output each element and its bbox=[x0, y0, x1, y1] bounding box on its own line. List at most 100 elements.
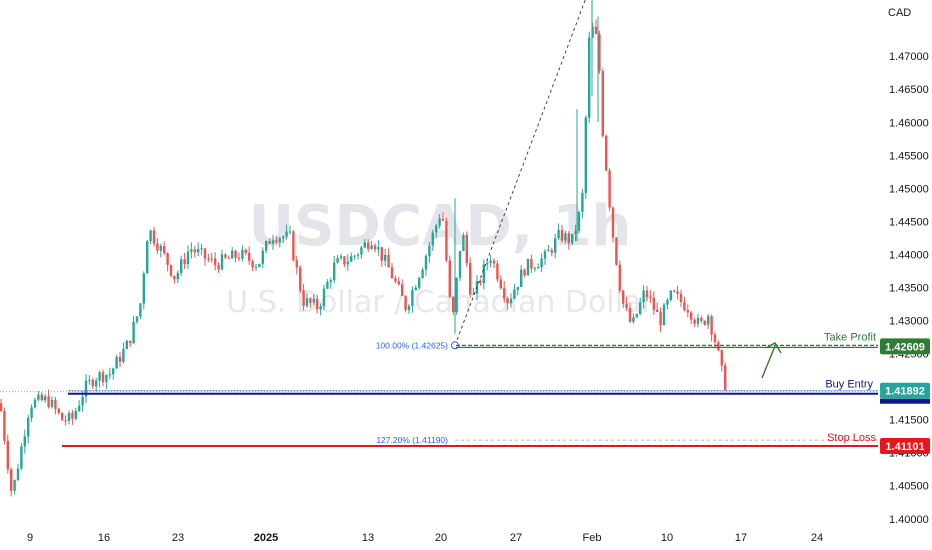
fib-trend-line[interactable] bbox=[454, 0, 586, 346]
candle-body bbox=[547, 250, 550, 252]
time-tick-label: 9 bbox=[27, 532, 33, 544]
candle-body bbox=[173, 275, 176, 280]
candle-body bbox=[479, 281, 482, 284]
candle-body bbox=[50, 399, 54, 407]
stop-loss-tag-value: 1.41101 bbox=[885, 441, 924, 453]
candle-body bbox=[615, 237, 618, 265]
candle-body bbox=[492, 260, 496, 264]
candle-body bbox=[462, 234, 465, 251]
candle-body bbox=[350, 256, 353, 262]
candle-body bbox=[380, 247, 383, 261]
fib-100-label: 100.00% (1.42625) bbox=[376, 340, 448, 350]
candle-body bbox=[594, 26, 598, 34]
candle-body bbox=[632, 317, 635, 322]
candle-body bbox=[33, 399, 37, 408]
candle-body bbox=[47, 396, 50, 407]
candle-body bbox=[387, 254, 390, 268]
price-tick-label: 1.40500 bbox=[889, 481, 929, 493]
candle-body bbox=[513, 289, 516, 299]
time-tick-label: 16 bbox=[98, 532, 110, 544]
candle-body bbox=[724, 365, 727, 391]
fib-127-label: 127.20% (1.41190) bbox=[376, 435, 448, 445]
candle-body bbox=[326, 281, 329, 289]
candle-body bbox=[166, 252, 169, 265]
time-tick-label: 10 bbox=[661, 532, 673, 544]
up-arrow-head-icon bbox=[765, 342, 782, 354]
candle-body bbox=[258, 263, 261, 267]
candle-body bbox=[30, 407, 33, 418]
candle-body bbox=[203, 248, 207, 259]
candle-body bbox=[67, 413, 71, 421]
candle-body bbox=[693, 319, 696, 324]
candle-body bbox=[367, 242, 370, 249]
candle-body bbox=[271, 240, 275, 244]
candle-body bbox=[489, 260, 492, 263]
candle-body bbox=[516, 286, 519, 290]
candle-body bbox=[95, 380, 98, 387]
candle-body bbox=[520, 269, 523, 287]
candle-body bbox=[57, 408, 60, 413]
candle-body bbox=[244, 249, 247, 253]
candle-body bbox=[526, 258, 530, 276]
candle-body bbox=[54, 399, 57, 409]
candle-body bbox=[363, 242, 366, 248]
take-profit-label: Take Profit bbox=[824, 331, 876, 343]
candle-body bbox=[496, 263, 499, 280]
candle-body bbox=[622, 290, 625, 304]
candle-body bbox=[207, 258, 210, 260]
candle-body bbox=[27, 417, 30, 437]
price-tick-label: 1.46500 bbox=[889, 84, 929, 96]
candle-body bbox=[322, 288, 326, 307]
candle-body bbox=[193, 249, 196, 253]
symbol-watermark: USDCAD, 1h U.S. Dollar / Canadian Dollar bbox=[226, 194, 654, 320]
price-tick-label: 1.46000 bbox=[889, 117, 929, 129]
candle-body bbox=[44, 396, 47, 401]
candle-body bbox=[458, 250, 462, 278]
candle-body bbox=[74, 410, 77, 419]
price-tags: 1.42609 1.41892 1.41101 bbox=[880, 338, 930, 455]
candle-body bbox=[472, 293, 475, 295]
candle-body bbox=[581, 192, 584, 212]
candle-body bbox=[180, 259, 183, 273]
candle-body bbox=[156, 243, 159, 251]
candle-body bbox=[577, 211, 581, 231]
price-tick-label: 1.45000 bbox=[889, 183, 929, 195]
candle-body bbox=[265, 241, 268, 251]
candle-body bbox=[710, 316, 713, 335]
candle-body bbox=[506, 298, 509, 304]
price-tick-label: 1.45500 bbox=[889, 150, 929, 162]
candle-body bbox=[465, 234, 468, 263]
candle-body bbox=[214, 258, 217, 266]
candle-body bbox=[441, 218, 445, 221]
candle-body bbox=[149, 230, 152, 242]
candle-body bbox=[132, 321, 135, 344]
candle-body bbox=[329, 280, 332, 282]
candle-body bbox=[220, 254, 224, 270]
candle-body bbox=[455, 277, 458, 312]
candle-body bbox=[169, 264, 173, 276]
candle-body bbox=[122, 348, 125, 362]
price-tick-label: 1.41500 bbox=[889, 415, 929, 427]
candle-body bbox=[142, 273, 145, 304]
candle-body bbox=[499, 279, 502, 289]
candle-body bbox=[584, 117, 587, 193]
candle-body bbox=[438, 218, 441, 226]
candle-body bbox=[84, 380, 88, 397]
watermark-name: U.S. Dollar / Canadian Dollar bbox=[226, 285, 654, 320]
time-tick-label: 24 bbox=[811, 532, 823, 544]
candle-body bbox=[139, 303, 142, 317]
candle-body bbox=[135, 316, 139, 322]
candle-body bbox=[146, 241, 149, 274]
candle-body bbox=[3, 410, 6, 441]
candle-body bbox=[248, 252, 251, 261]
currency-label: CAD bbox=[888, 7, 911, 19]
candle-body bbox=[261, 250, 264, 264]
candle-body bbox=[482, 264, 485, 284]
time-axis[interactable]: 9 16 23 2025 13 20 27 Feb 10 17 24 bbox=[27, 532, 823, 544]
candle-body bbox=[210, 258, 213, 260]
candle-body bbox=[452, 296, 455, 312]
time-tick-label: 27 bbox=[510, 532, 522, 544]
candle-body bbox=[186, 251, 190, 265]
candle-body bbox=[509, 298, 513, 304]
